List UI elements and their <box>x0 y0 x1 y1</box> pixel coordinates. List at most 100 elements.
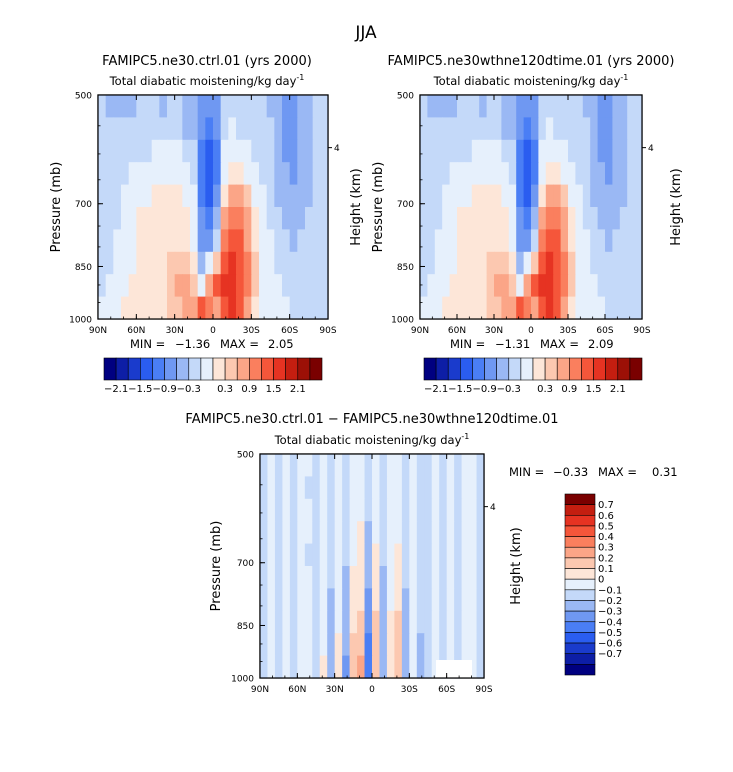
heatmap-cell <box>560 207 569 230</box>
heatmap-cell <box>627 139 636 163</box>
heatmap-cell <box>538 117 547 141</box>
heatmap-cell <box>312 655 321 679</box>
heatmap-cell <box>136 296 145 320</box>
x-tick-label: 90N <box>411 326 429 336</box>
heatmap-cell <box>449 251 458 275</box>
heatmap-cell <box>121 117 130 141</box>
heatmap-cell <box>627 117 636 141</box>
heatmap-cell <box>105 184 114 208</box>
heatmap-cell <box>401 521 410 545</box>
heatmap-cell <box>457 296 465 320</box>
heatmap-cell <box>136 207 145 230</box>
heatmap-cell <box>274 95 283 118</box>
heatmap-cell <box>282 274 291 298</box>
heatmap-cell <box>312 162 321 186</box>
heatmap-cell <box>449 296 458 320</box>
heatmap-cell <box>476 543 485 567</box>
heatmap-cell <box>386 454 395 477</box>
heatmap-cell <box>612 162 621 186</box>
heatmap-cell <box>182 274 191 298</box>
heatmap-cell <box>560 251 569 275</box>
heatmap-cell <box>553 139 562 163</box>
heatmap-cell <box>516 162 525 186</box>
colorbar-swatch <box>460 357 473 381</box>
x-tick-label: 90S <box>319 326 336 336</box>
heatmap-cell <box>516 229 525 253</box>
colorbar-label: −0.2 <box>598 596 622 607</box>
heatmap-cell <box>575 274 584 298</box>
heatmap-cell <box>357 454 366 477</box>
heatmap-cell <box>297 162 306 186</box>
heatmap-cell <box>582 95 591 118</box>
heatmap-cell <box>236 162 245 186</box>
heatmap-cell <box>289 184 298 208</box>
heatmap-cell <box>372 566 381 589</box>
heatmap-cell <box>144 207 153 230</box>
heatmap-cell <box>538 184 547 208</box>
heatmap-cell <box>312 588 321 612</box>
heatmap-cell <box>454 588 463 612</box>
min-max-stats: MIN = −0.33 MAX = 0.31 <box>509 465 678 479</box>
heatmap-cell <box>508 117 517 141</box>
heatmap-cell <box>464 117 473 141</box>
heatmap-cell <box>182 207 191 230</box>
heatmap-cell <box>634 251 643 275</box>
heatmap-cell <box>312 476 321 500</box>
heatmap-cell <box>121 95 130 118</box>
heatmap-cell <box>516 251 525 275</box>
heatmap-cell <box>501 296 510 320</box>
axes: 90N 60N 30N 0 30S 60S 90S 500 700 850 1000 4 <box>231 451 496 696</box>
heatmap-cell <box>243 207 252 230</box>
heatmap-cell <box>297 139 306 163</box>
height-tick-label: 4 <box>490 503 496 513</box>
heatmap-cell <box>627 274 636 298</box>
heatmap-cell <box>523 274 532 298</box>
heatmap-cell <box>560 184 569 208</box>
heatmap-cell <box>182 184 191 208</box>
heatmap-cell <box>357 476 366 500</box>
heatmap-cell <box>267 610 276 634</box>
y-tick-label: 850 <box>397 263 414 273</box>
heatmap-cell <box>364 566 373 589</box>
heatmap-cell <box>213 184 222 208</box>
heatmap-cell <box>523 229 532 253</box>
heatmap-cell <box>174 117 183 141</box>
heatmap-cell <box>516 296 525 320</box>
heatmap-cell <box>634 229 643 253</box>
colorbar-label: −0.3 <box>177 384 201 395</box>
heatmap-cell <box>282 184 291 208</box>
heatmap-cell <box>612 251 621 275</box>
heatmap-cell <box>568 95 576 118</box>
heatmap-cell <box>597 274 606 298</box>
x-tick-label: 30N <box>166 326 184 336</box>
heatmap-cell <box>434 296 443 320</box>
heatmap-cell <box>274 296 283 320</box>
heatmap-cell <box>220 207 229 230</box>
heatmap-cell <box>442 229 451 253</box>
heatmap-cell <box>342 566 351 589</box>
colorbar-label: −2.1 <box>104 384 128 395</box>
heatmap-cell <box>619 274 628 298</box>
heatmap-cell <box>446 543 455 567</box>
heatmap-cell <box>476 610 485 634</box>
heatmap-cell <box>349 476 358 500</box>
heatmap-cell <box>327 543 336 567</box>
heatmap-cell <box>260 655 269 679</box>
heatmap-cell <box>446 476 455 500</box>
heatmap-cell <box>113 296 122 320</box>
heatmap-cell <box>144 162 153 186</box>
heatmap-cell <box>538 207 547 230</box>
heatmap-cell <box>190 296 199 320</box>
heatmap-cell <box>454 454 463 477</box>
heatmap-cell <box>420 139 428 163</box>
heatmap-cell <box>409 543 418 567</box>
heatmap-cell <box>469 521 478 545</box>
heatmap-cell <box>105 95 114 118</box>
heatmap-cell <box>464 229 473 253</box>
heatmap-cell <box>197 184 206 208</box>
heatmap-cell <box>151 95 160 118</box>
heatmap-cell <box>266 117 275 141</box>
heatmap-cell <box>136 274 145 298</box>
heatmap-cell <box>274 184 283 208</box>
heatmap-cell <box>266 296 275 320</box>
